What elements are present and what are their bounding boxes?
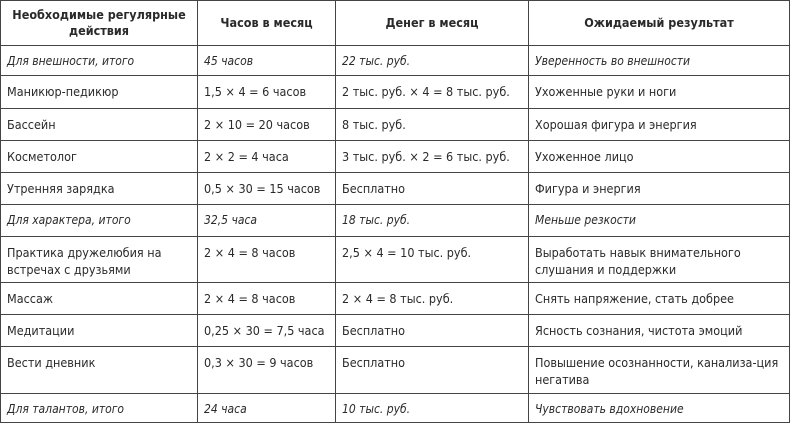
table-row: Косметолог 2 × 2 = 4 часа 3 тыс. руб. × 2 … <box>0 140 790 173</box>
activity-cell: Маникюр-педикюр <box>0 75 198 109</box>
activity-cell: Для характера, итого <box>0 204 198 237</box>
hours-cell: 2 × 4 = 8 часов <box>197 236 336 283</box>
activity-cell: Косметолог <box>0 140 198 173</box>
result-cell: Выработать навык внимательного слушания … <box>528 236 790 283</box>
hours-cell: 0,3 × 30 = 9 часов <box>197 346 336 394</box>
table-row: Практика дружелюбия на встречах с друзья… <box>0 236 790 283</box>
activity-cell: Практика дружелюбия на встречах с друзья… <box>0 236 198 283</box>
money-cell: Бесплатно <box>335 346 529 394</box>
summary-row: Для внешности, итого 45 часов 22 тыс. руб.… <box>0 45 790 76</box>
table-row: Утренняя зарядка 0,5 × 30 = 15 часов Беспл… <box>0 172 790 205</box>
money-cell: 3 тыс. руб. × 2 = 6 тыс. руб. <box>335 140 529 173</box>
money-cell: 22 тыс. руб. <box>335 45 529 76</box>
hours-cell: 2 × 10 = 20 часов <box>197 108 336 141</box>
activity-cell: Утренняя зарядка <box>0 172 198 205</box>
result-cell: Снять напряжение, стать добрее <box>528 282 790 315</box>
result-cell: Ухоженное лицо <box>528 140 790 173</box>
activity-cell: Массаж <box>0 282 198 315</box>
hours-cell: 0,5 × 30 = 15 часов <box>197 172 336 205</box>
table-row: Медитации 0,25 × 30 = 7,5 часа Бесплатно Яс… <box>0 314 790 347</box>
activity-cell: Бассейн <box>0 108 198 141</box>
table-row: Бассейн 2 × 10 = 20 часов 8 тыс. руб. Хорош… <box>0 108 790 141</box>
header-actions: Необходимые регулярные действия <box>0 0 198 46</box>
hours-cell: 24 часа <box>197 393 336 423</box>
money-cell: 2,5 × 4 = 10 тыс. руб. <box>335 236 529 283</box>
money-cell: Бесплатно <box>335 314 529 347</box>
activity-cell: Для внешности, итого <box>0 45 198 76</box>
result-cell: Ясность сознания, чистота эмоций <box>528 314 790 347</box>
hours-cell: 2 × 4 = 8 часов <box>197 282 336 315</box>
money-cell: 2 × 4 = 8 тыс. руб. <box>335 282 529 315</box>
activity-cell: Вести дневник <box>0 346 198 394</box>
result-cell: Меньше резкости <box>528 204 790 237</box>
money-cell: 10 тыс. руб. <box>335 393 529 423</box>
hours-cell: 2 × 2 = 4 часа <box>197 140 336 173</box>
activity-cell: Медитации <box>0 314 198 347</box>
result-cell: Уверенность во внешности <box>528 45 790 76</box>
activity-cell: Для талантов, итого <box>0 393 198 423</box>
header-hours: Часов в месяц <box>197 0 336 46</box>
result-cell: Чувствовать вдохновение <box>528 393 790 423</box>
result-cell: Хорошая фигура и энергия <box>528 108 790 141</box>
result-cell: Ухоженные руки и ноги <box>528 75 790 109</box>
table-row: Вести дневник 0,3 × 30 = 9 часов Бесплатно… <box>0 346 790 394</box>
hours-cell: 45 часов <box>197 45 336 76</box>
header-result: Ожидаемый результат <box>528 0 790 46</box>
money-cell: 18 тыс. руб. <box>335 204 529 237</box>
hours-cell: 1,5 × 4 = 6 часов <box>197 75 336 109</box>
summary-row: Для талантов, итого 24 часа 10 тыс. руб. Чу… <box>0 393 790 423</box>
table-row: Массаж 2 × 4 = 8 часов 2 × 4 = 8 тыс. руб.… <box>0 282 790 315</box>
header-row: Необходимые регулярные действия Часов в … <box>0 0 790 46</box>
result-cell: Фигура и энергия <box>528 172 790 205</box>
money-cell: 8 тыс. руб. <box>335 108 529 141</box>
result-cell: Повышение осознанности, канализа-ция нег… <box>528 346 790 394</box>
hours-cell: 32,5 часа <box>197 204 336 237</box>
summary-row: Для характера, итого 32,5 часа 18 тыс. руб… <box>0 204 790 237</box>
header-money: Денег в месяц <box>335 0 529 46</box>
hours-cell: 0,25 × 30 = 7,5 часа <box>197 314 336 347</box>
table-row: Маникюр-педикюр 1,5 × 4 = 6 часов 2 тыс. р… <box>0 75 790 109</box>
money-cell: Бесплатно <box>335 172 529 205</box>
money-cell: 2 тыс. руб. × 4 = 8 тыс. руб. <box>335 75 529 109</box>
